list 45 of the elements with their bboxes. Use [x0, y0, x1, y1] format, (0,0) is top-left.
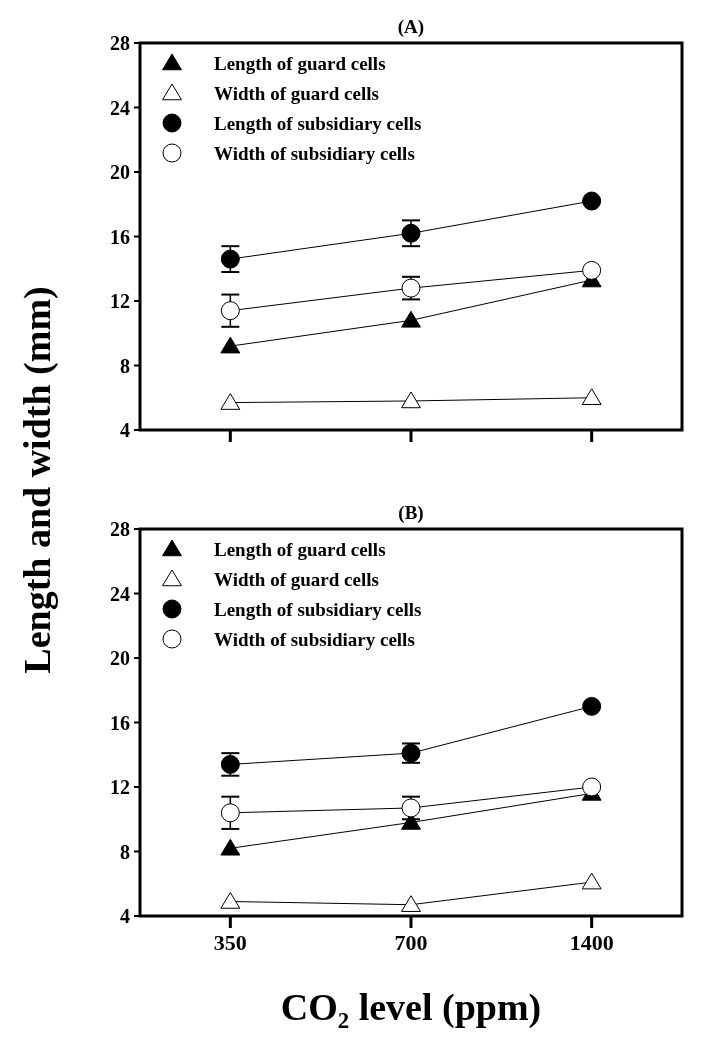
y-tick-label: 20	[110, 647, 130, 669]
chart-title: (A)	[397, 16, 425, 38]
x-tick-label: 1400	[569, 930, 614, 955]
chart-title: (B)	[398, 502, 424, 524]
point	[581, 388, 602, 405]
point	[582, 696, 602, 716]
point	[220, 803, 240, 823]
y-tick-label: 8	[120, 354, 130, 377]
legend-label: Width of guard cells	[214, 568, 379, 590]
y-tick-label: 16	[110, 225, 130, 248]
point	[581, 872, 602, 890]
legend-label: Length of subsidiary cells	[214, 598, 422, 620]
point	[401, 895, 421, 912]
y-tick-label: 12	[110, 290, 130, 312]
point	[220, 393, 241, 410]
legend-label: Length of subsidiary cells	[214, 112, 422, 134]
point	[220, 891, 241, 909]
point	[220, 301, 240, 321]
y-tick-label: 20	[110, 161, 130, 183]
legend-label: Width of subsidiary cells	[214, 628, 415, 650]
legend-label: Length of guard cells	[214, 538, 386, 560]
y-tick-label: 4	[120, 905, 130, 927]
y-tick-label: 8	[120, 840, 130, 863]
x-axis-title: CO₂ level (ppm)	[280, 986, 542, 1029]
x-tick-label: 350	[213, 930, 247, 955]
point	[582, 777, 602, 797]
legend-label: Width of subsidiary cells	[214, 142, 415, 164]
point	[401, 391, 421, 409]
y-tick-label: 24	[110, 96, 130, 119]
y-tick-label: 24	[110, 582, 130, 605]
y-tick-label: 4	[120, 419, 130, 441]
y-tick-label: 28	[110, 518, 130, 540]
y-axis-title: Length and width (mm)	[16, 286, 59, 674]
legend-label: Length of guard cells	[214, 52, 386, 74]
y-tick-label: 28	[110, 32, 130, 54]
y-tick-label: 12	[110, 776, 130, 798]
point	[582, 260, 602, 280]
point	[401, 223, 421, 243]
point	[582, 191, 602, 211]
point	[220, 336, 241, 354]
y-tick-label: 16	[110, 711, 130, 734]
point	[401, 310, 421, 328]
point	[220, 838, 241, 856]
legend-label: Width of guard cells	[214, 82, 379, 104]
x-tick-label: 700	[394, 930, 428, 955]
